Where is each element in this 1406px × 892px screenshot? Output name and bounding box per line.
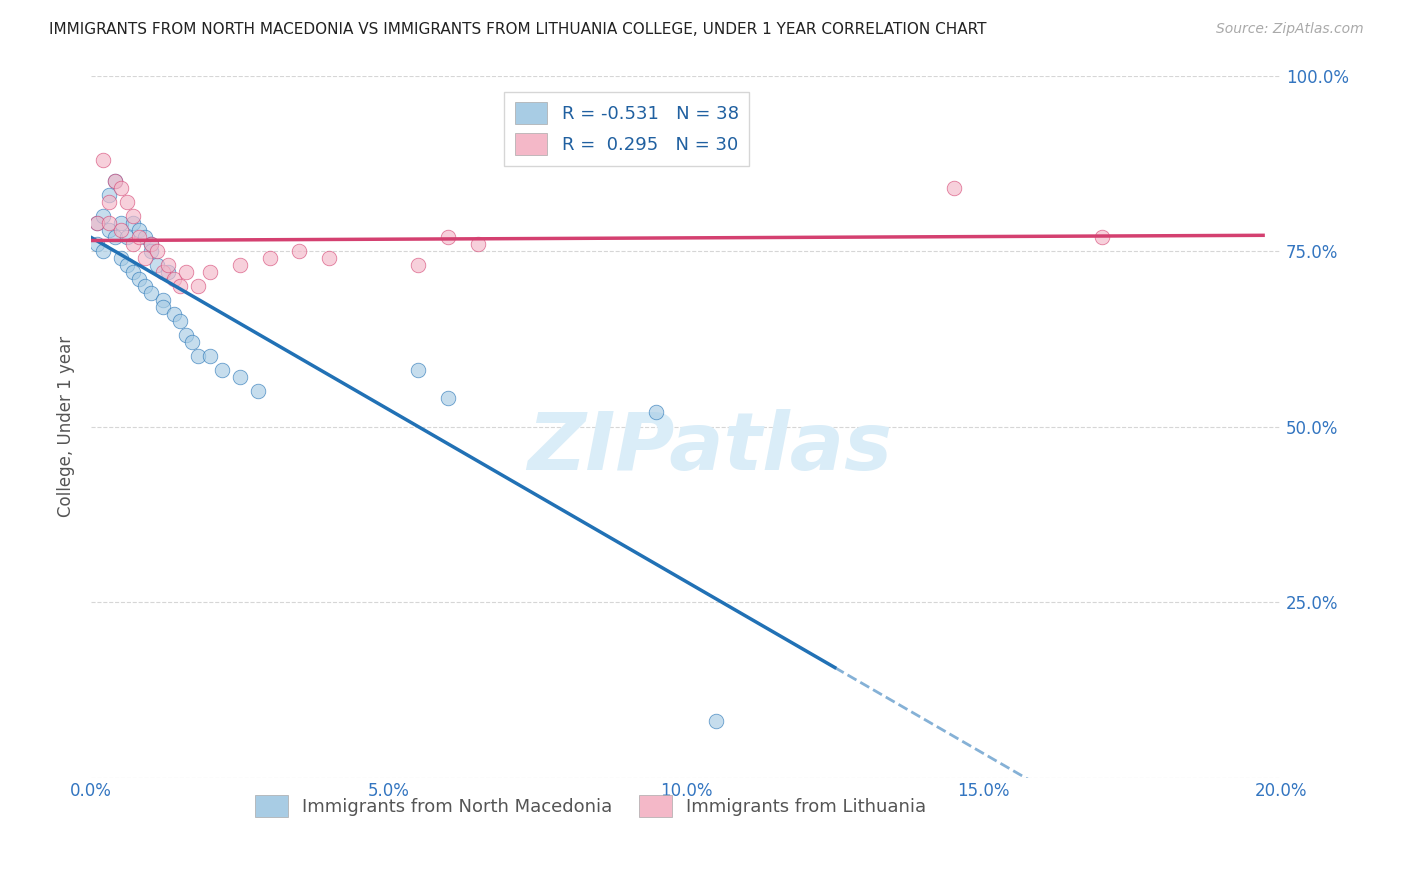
Point (86, 216, 108, 230)
Point (211, 363, 233, 377)
Point (121, 265, 143, 279)
Point (98, 223, 121, 237)
Point (229, 370, 252, 384)
Point (259, 251, 281, 265)
Point (139, 244, 162, 258)
Point (145, 258, 167, 272)
Point (110, 216, 132, 230)
Point (408, 258, 430, 272)
Point (121, 209, 143, 223)
Point (134, 279, 156, 293)
Point (86, 237, 108, 252)
Point (704, 714, 727, 729)
Point (157, 258, 180, 272)
Point (198, 265, 221, 279)
Y-axis label: College, Under 1 year: College, Under 1 year (58, 336, 75, 517)
Point (104, 174, 127, 188)
Point (176, 265, 198, 279)
Point (110, 223, 132, 237)
Point (121, 237, 143, 252)
Point (91, 153, 114, 167)
Point (467, 237, 489, 252)
Point (187, 349, 209, 363)
Point (437, 230, 460, 244)
Point (169, 279, 191, 293)
Point (139, 286, 162, 301)
Point (229, 258, 252, 272)
Point (98, 187, 121, 202)
Point (152, 265, 174, 279)
Legend: Immigrants from North Macedonia, Immigrants from Lithuania: Immigrants from North Macedonia, Immigra… (247, 789, 934, 825)
Text: IMMIGRANTS FROM NORTH MACEDONIA VS IMMIGRANTS FROM LITHUANIA COLLEGE, UNDER 1 YE: IMMIGRANTS FROM NORTH MACEDONIA VS IMMIG… (49, 22, 987, 37)
Point (110, 251, 132, 265)
Point (121, 216, 143, 230)
Point (288, 244, 311, 258)
Point (145, 244, 167, 258)
Point (1091, 230, 1114, 244)
Point (128, 272, 150, 286)
Point (181, 335, 204, 350)
Point (437, 392, 460, 406)
Point (91, 209, 114, 223)
Point (645, 405, 668, 419)
Point (110, 181, 132, 195)
Text: ZIPatlas: ZIPatlas (527, 409, 893, 487)
Point (104, 174, 127, 188)
Point (942, 181, 965, 195)
Point (128, 223, 150, 237)
Point (139, 237, 162, 252)
Point (246, 384, 269, 399)
Point (115, 230, 138, 244)
Point (115, 258, 138, 272)
Point (152, 300, 174, 314)
Point (198, 349, 221, 363)
Point (318, 251, 340, 265)
Point (104, 230, 127, 244)
Point (134, 251, 156, 265)
Point (139, 237, 162, 252)
Point (163, 272, 186, 286)
Point (169, 314, 191, 328)
Point (98, 216, 121, 230)
Point (187, 279, 209, 293)
Point (134, 230, 156, 244)
Point (176, 328, 198, 343)
Point (163, 307, 186, 321)
Point (152, 293, 174, 308)
Point (86, 216, 108, 230)
Point (157, 265, 180, 279)
Point (115, 194, 138, 209)
Point (128, 230, 150, 244)
Text: Source: ZipAtlas.com: Source: ZipAtlas.com (1216, 22, 1364, 37)
Point (408, 363, 430, 377)
Point (91, 244, 114, 258)
Point (98, 194, 121, 209)
